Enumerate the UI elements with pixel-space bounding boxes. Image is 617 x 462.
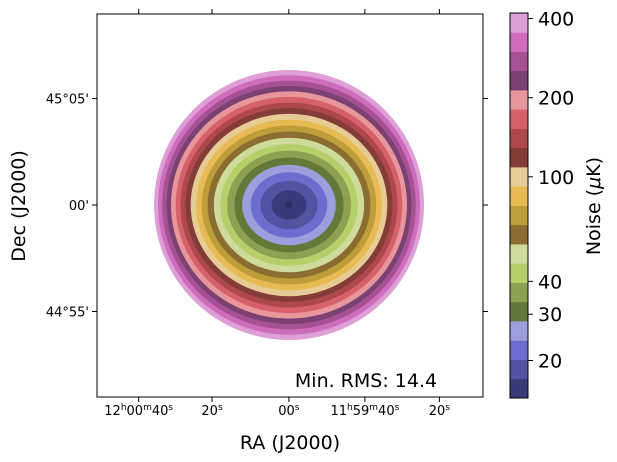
colorbar-segment	[510, 224, 528, 245]
colorbar-segment	[510, 282, 528, 303]
x-tick-label: 11h59m40s	[330, 403, 399, 419]
colorbar-segment	[510, 32, 528, 52]
colorbar-tick-label: 200	[538, 88, 574, 110]
colorbar-segment	[510, 167, 528, 187]
colorbar-tick-label: 400	[538, 9, 574, 31]
colorbar-frame	[509, 12, 529, 399]
colorbar-tick-label: 30	[538, 304, 562, 326]
y-axis-label: Dec (J2000)	[8, 150, 30, 262]
colorbar-segment	[510, 378, 528, 399]
colorbar-segment	[510, 321, 528, 341]
colorbar-segment	[510, 205, 528, 226]
colorbar-segment	[510, 70, 528, 91]
x-axis-label: RA (J2000)	[240, 432, 340, 454]
y-tick-label: 45°05'	[46, 93, 89, 108]
colorbar-segment	[510, 263, 528, 283]
colorbar-segment	[510, 51, 528, 72]
colorbar-segment	[510, 13, 528, 33]
y-tick-label: 44°55'	[46, 306, 89, 321]
y-tick-label: 00'	[69, 199, 89, 214]
colorbar-segments	[510, 13, 528, 399]
colorbar-segment	[510, 128, 528, 149]
noise-map-panel: 12h00m40s 20s 00s 11h59m40s 20s 45°05' 00' 44°…	[46, 9, 488, 419]
colorbar-segment	[510, 244, 528, 264]
colorbar-tick-label: 40	[538, 271, 562, 293]
colorbar-segment	[510, 147, 528, 168]
colorbar-segment	[510, 90, 528, 110]
colorbar-segment	[510, 186, 528, 206]
y-axis-ticks: 45°05' 00' 44°55'	[46, 93, 488, 321]
colorbar-label: Noise (μK)	[583, 157, 605, 255]
colorbar: 20 30 40 100 200 400 Noise (μK)	[509, 9, 605, 399]
colorbar-segment	[510, 340, 528, 360]
x-tick-label: 20s	[429, 403, 451, 419]
colorbar-segment	[510, 301, 528, 322]
colorbar-segment	[510, 109, 528, 129]
colorbar-tick-label: 100	[538, 167, 574, 189]
colorbar-ticks: 20 30 40 100 200 400	[528, 9, 574, 373]
colorbar-tick-label: 20	[538, 351, 562, 373]
x-axis-ticks: 12h00m40s 20s 00s 11h59m40s 20s	[104, 9, 450, 419]
min-rms-annotation: Min. RMS: 14.4	[295, 370, 437, 392]
minimum-noise-point	[285, 201, 293, 209]
x-tick-label: 20s	[201, 403, 223, 419]
colorbar-segment	[510, 359, 528, 380]
noise-contour-rings	[154, 70, 424, 340]
x-tick-label: 12h00m40s	[104, 403, 173, 419]
x-tick-label: 00s	[278, 403, 300, 419]
